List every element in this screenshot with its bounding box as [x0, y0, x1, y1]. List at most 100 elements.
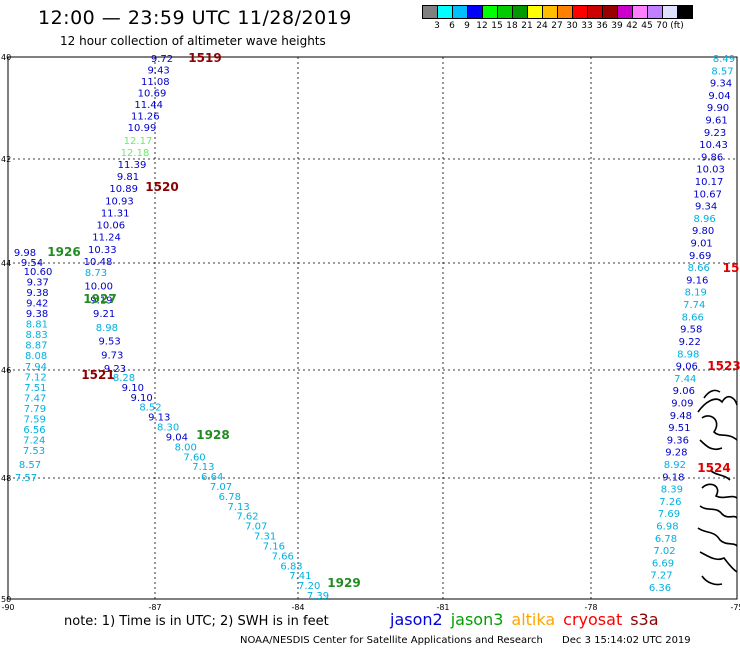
lon-tick-label: -84	[291, 603, 304, 612]
obs-label-track-c: 8.96	[694, 214, 716, 225]
obs-label-track-b: 6.56	[23, 425, 45, 436]
obs-label-track-c: 10.43	[699, 140, 728, 151]
obs-label-track-b: 8.81	[26, 320, 48, 331]
obs-label-track-c: 7.44	[674, 374, 696, 385]
obs-label-track-b: 7.94	[25, 362, 47, 373]
obs-label-track-b: 8.87	[25, 341, 47, 352]
obs-label-track-b: 7.12	[25, 372, 47, 383]
obs-label-track-a: 11.44	[134, 100, 163, 111]
obs-label-track-c: 9.90	[707, 103, 729, 114]
obs-label-track-b: 9.38	[26, 288, 48, 299]
lon-tick-label: -87	[148, 603, 161, 612]
obs-label-track-c: 10.67	[693, 189, 722, 200]
obs-label-track-c: 7.74	[683, 300, 705, 311]
obs-label-track-a: 11.08	[141, 77, 170, 88]
obs-label-track-c: 8.19	[685, 288, 707, 299]
obs-label-track-b: 7.51	[24, 383, 46, 394]
obs-label-track-a: 9.21	[93, 309, 115, 320]
obs-label-track-a: 11.31	[101, 208, 130, 219]
lat-tick-label: 40	[1, 53, 11, 62]
obs-label-track-c: 6.98	[656, 521, 678, 532]
obs-label-track-c: 9.48	[670, 411, 692, 422]
obs-label-track-b: 7.59	[24, 414, 46, 425]
obs-label-track-c: 9.23	[704, 128, 726, 139]
obs-label-track-a: 9.43	[148, 66, 170, 77]
obs-label-track-b: 7.24	[23, 435, 45, 446]
note-text: note: 1) Time is in UTC; 2) SWH is in fe…	[64, 614, 329, 629]
obs-label-track-c: 8.92	[664, 460, 686, 471]
obs-label-track-b: 9.42	[26, 299, 48, 310]
lat-tick-label: 44	[1, 259, 11, 268]
lat-tick-label: 42	[1, 155, 11, 164]
timestamp-text: Dec 3 15:14:02 UTC 2019	[562, 635, 691, 646]
obs-label-track-c: 9.80	[692, 226, 714, 237]
obs-label-track-c: 7.26	[659, 497, 681, 508]
obs-label-track-c: 10.03	[696, 165, 725, 176]
coastline	[698, 470, 737, 585]
orbit-time-label: 1524	[697, 461, 730, 475]
obs-label-track-b: 7.57	[15, 473, 37, 484]
obs-label-track-c: 6.36	[649, 583, 671, 594]
orbit-time-label: 1520	[145, 180, 178, 194]
obs-label-track-c: 6.69	[652, 558, 674, 569]
obs-label-track-a: 10.06	[97, 221, 126, 232]
obs-label-track-c: 10.17	[695, 177, 724, 188]
orbit-time-label: 1928	[196, 428, 229, 442]
lon-tick-label: -90	[1, 603, 14, 612]
obs-label-track-c: 9.22	[679, 337, 701, 348]
coastline	[698, 390, 737, 449]
obs-label-track-a: 11.24	[92, 233, 121, 244]
obs-label-track-b: 7.47	[24, 393, 46, 404]
obs-label-track-c: 9.69	[689, 251, 711, 262]
obs-label-track-a: 11.39	[118, 160, 147, 171]
orbit-time-label: 1521	[81, 368, 114, 382]
obs-label-track-a: 10.33	[88, 245, 117, 256]
orbit-time-label: 15	[723, 261, 740, 275]
obs-label-track-c: 9.01	[691, 239, 713, 250]
orbit-time-label: 1927	[83, 292, 116, 306]
obs-label-track-b: 9.38	[26, 309, 48, 320]
obs-label-track-c: 9.51	[668, 423, 690, 434]
obs-label-track-a: 8.98	[96, 323, 118, 334]
obs-label-track-c: 8.57	[711, 66, 733, 77]
obs-label-track-a: 10.48	[84, 257, 113, 268]
obs-label-track-a: 10.89	[109, 184, 138, 195]
footer-credit: NOAA/NESDIS Center for Satellite Applica…	[240, 635, 691, 646]
orbit-time-label: 1523	[707, 359, 740, 373]
obs-label-track-c: 9.28	[665, 448, 687, 459]
obs-label-track-a: 10.99	[128, 123, 157, 134]
obs-label-track-a: 7.39	[307, 591, 329, 602]
legend-entry-s3a: s3a	[630, 610, 658, 629]
obs-label-track-c: 8.49	[713, 54, 735, 65]
obs-label-track-c: 9.61	[705, 116, 727, 127]
obs-label-track-b: 8.57	[19, 460, 41, 471]
obs-label-track-a: 9.81	[117, 172, 139, 183]
obs-label-track-b: 7.53	[23, 446, 45, 457]
obs-label-track-a: 12.17	[124, 136, 153, 147]
legend-entry-altika: altika	[511, 610, 555, 629]
obs-label-track-b: 9.37	[27, 278, 49, 289]
orbit-time-label: 1519	[188, 51, 221, 65]
obs-label-track-c: 7.69	[658, 509, 680, 520]
obs-label-track-c: 9.09	[671, 398, 693, 409]
obs-label-track-c: 9.04	[708, 91, 730, 102]
satellite-legend: jason2 jason3 altika cryosat s3a	[390, 610, 659, 629]
obs-label-track-c: 9.86	[701, 152, 723, 163]
legend-entry-cryosat: cryosat	[563, 610, 622, 629]
obs-label-track-c: 9.06	[673, 386, 695, 397]
obs-label-track-a: 10.69	[138, 89, 167, 100]
obs-label-track-b: 8.83	[25, 330, 47, 341]
obs-label-track-a: 8.73	[85, 268, 107, 279]
obs-label-track-c: 9.06	[676, 362, 698, 373]
obs-label-track-c: 7.02	[653, 546, 675, 557]
obs-label-track-c: 8.39	[661, 485, 683, 496]
obs-label-track-c: 9.18	[662, 472, 684, 483]
obs-label-track-b: 7.79	[24, 404, 46, 415]
orbit-time-label: 1929	[327, 576, 360, 590]
map-plot: 404244464850-90-87-84-81-78-759.729.4311…	[0, 0, 740, 650]
obs-label-track-c: 8.98	[677, 349, 699, 360]
credit-text: NOAA/NESDIS Center for Satellite Applica…	[240, 635, 543, 646]
obs-label-track-b: 8.08	[25, 351, 47, 362]
lat-tick-label: 48	[1, 474, 11, 483]
legend-entry-jason2: jason2	[390, 610, 443, 629]
